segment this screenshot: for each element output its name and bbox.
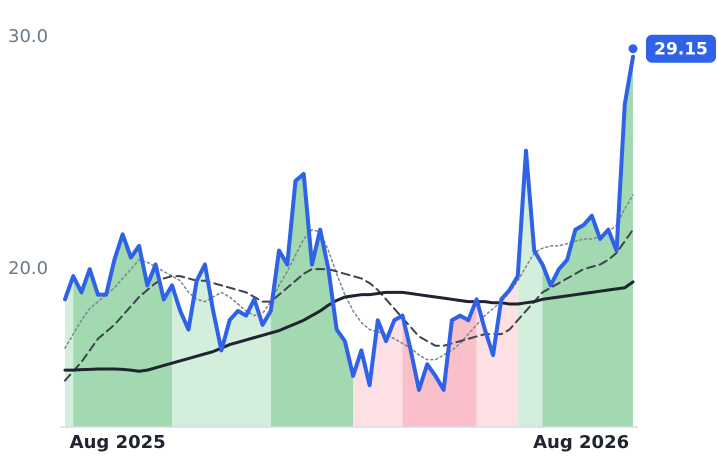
regime-band bbox=[353, 315, 403, 427]
regime-band bbox=[73, 234, 173, 427]
moving-average bbox=[64, 194, 634, 361]
value-badge bbox=[646, 34, 716, 63]
y-tick-label: 20.0 bbox=[8, 258, 48, 279]
value-label: 29.15 bbox=[654, 40, 708, 60]
x-tick-label: Aug 2026 bbox=[533, 432, 629, 453]
y-tick-label: 30.0 bbox=[8, 26, 48, 47]
regime-band bbox=[402, 299, 477, 427]
regime-band bbox=[65, 276, 74, 427]
regime-band bbox=[270, 173, 354, 427]
regime-band bbox=[172, 264, 271, 427]
price-line bbox=[63, 54, 635, 392]
regime-band bbox=[476, 276, 518, 427]
x-tick-label: Aug 2025 bbox=[70, 432, 166, 453]
regime-band bbox=[517, 150, 543, 427]
last-point bbox=[628, 44, 638, 54]
regime-band bbox=[542, 56, 633, 427]
moving-average bbox=[63, 280, 635, 373]
